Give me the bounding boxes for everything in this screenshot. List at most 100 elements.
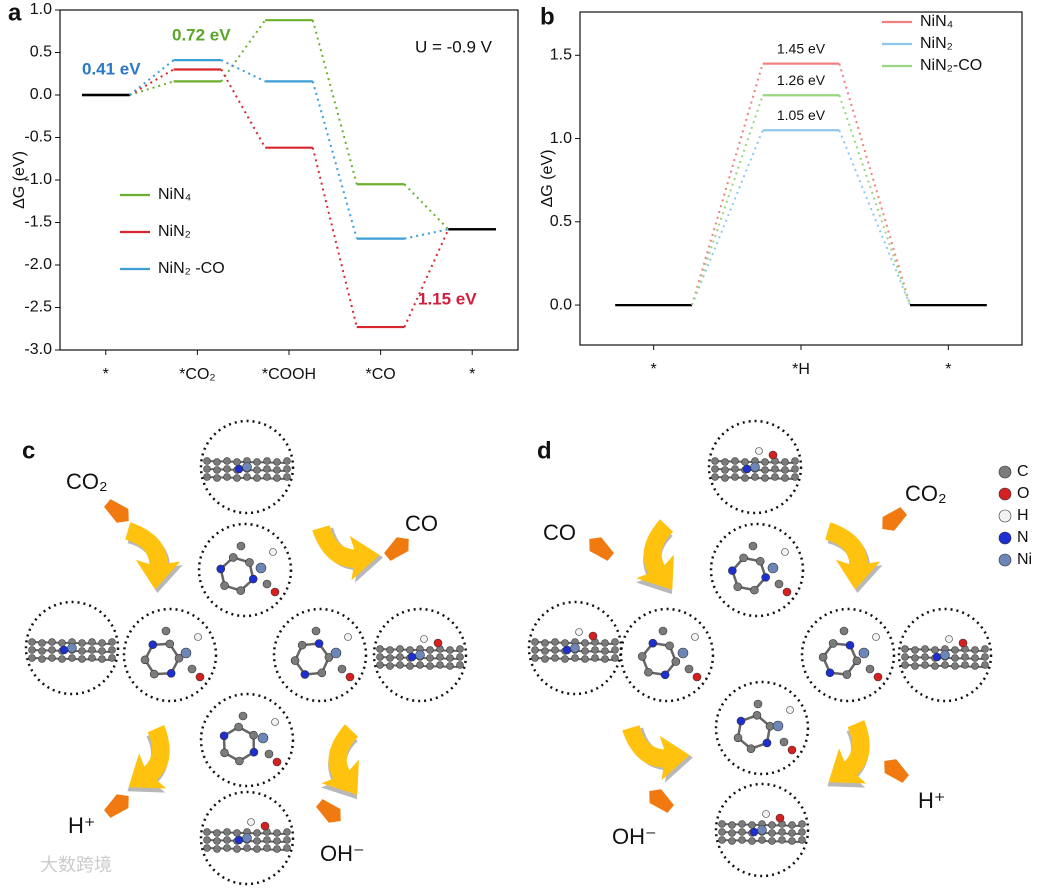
atom (446, 646, 454, 654)
legend-label: NiN₂ -CO (158, 260, 225, 277)
atom (731, 465, 739, 473)
atom (741, 474, 749, 482)
arrow-body (321, 724, 359, 795)
y-tick-label: 1.5 (550, 47, 572, 64)
atom (911, 646, 919, 654)
atom (998, 509, 1012, 523)
x-tick-label: * (469, 366, 475, 383)
atom (235, 756, 244, 766)
atom (761, 573, 770, 582)
x-tick-label: * (945, 361, 951, 378)
connector (691, 94, 764, 306)
atom (778, 828, 786, 836)
atom (203, 465, 211, 473)
y-tick-label: -3.0 (24, 341, 52, 358)
atom (245, 558, 254, 567)
connector (838, 129, 911, 306)
atom (951, 646, 959, 654)
reaction-arrow (825, 522, 883, 594)
atom (971, 662, 979, 670)
site-circle (199, 790, 295, 886)
connector (403, 228, 450, 328)
atom (283, 473, 291, 481)
atom (671, 657, 681, 666)
product-label: CO (543, 520, 576, 545)
atom (98, 655, 106, 663)
atom (998, 465, 1012, 479)
atom (798, 828, 806, 836)
atom (426, 654, 434, 662)
atom (213, 837, 221, 845)
atom (728, 821, 736, 829)
reaction-arrow (127, 725, 170, 793)
site-circle (897, 607, 993, 703)
atom (88, 646, 96, 654)
atom (228, 553, 238, 562)
atom (317, 668, 327, 678)
atom (345, 672, 355, 682)
atom (248, 574, 258, 584)
atom (738, 828, 746, 836)
connector (691, 129, 764, 306)
product-label: OH⁻ (612, 824, 657, 849)
atom (728, 829, 736, 837)
atom (571, 654, 579, 662)
atom (761, 458, 769, 466)
atom (711, 457, 719, 465)
y-axis-label: ΔG (eV) (539, 150, 556, 208)
atom (771, 473, 779, 481)
atom (223, 844, 231, 852)
value-label: 1.05 eV (777, 107, 826, 123)
y-axis-label: ΔG (eV) (11, 151, 28, 209)
annotation: 0.41 eV (82, 59, 141, 78)
connector (220, 19, 266, 82)
atom (247, 818, 255, 826)
atom (234, 835, 244, 845)
atom (249, 730, 258, 740)
atom (828, 639, 838, 648)
atom (236, 586, 246, 595)
atom (731, 457, 739, 465)
atom (272, 757, 282, 767)
atom (711, 473, 719, 481)
panel-label: a (8, 0, 22, 26)
atom (787, 745, 797, 755)
x-tick-label: * (651, 361, 657, 378)
atom (148, 640, 158, 649)
atom (166, 669, 176, 678)
atom (243, 844, 251, 852)
atom (601, 639, 609, 647)
atom (220, 748, 229, 758)
atom (283, 844, 291, 852)
atom (88, 638, 96, 646)
atom (718, 836, 726, 844)
atom (786, 706, 794, 714)
atom (88, 654, 96, 662)
annotation: U = -0.9 V (415, 37, 493, 56)
connector (691, 63, 764, 306)
product-label: OH⁻ (320, 841, 365, 866)
atom (255, 562, 267, 574)
atom (757, 825, 767, 835)
legend-label: NiN₂ (158, 223, 191, 240)
atom (758, 836, 766, 844)
atom (68, 654, 76, 662)
atom (945, 635, 953, 643)
atom (174, 653, 184, 663)
site-circle (707, 419, 803, 515)
atom (263, 465, 271, 473)
species-arrow (649, 789, 674, 813)
atom (901, 645, 909, 653)
atom (243, 473, 251, 481)
species-arrow (316, 799, 341, 823)
atom (762, 810, 770, 818)
atom (778, 836, 786, 844)
y-tick-label: 1.0 (550, 130, 572, 147)
atom (531, 654, 539, 662)
atom (750, 585, 759, 595)
atom (751, 473, 759, 481)
atom (798, 836, 806, 844)
atom (768, 829, 776, 837)
atom (611, 638, 619, 646)
atom (791, 457, 799, 465)
